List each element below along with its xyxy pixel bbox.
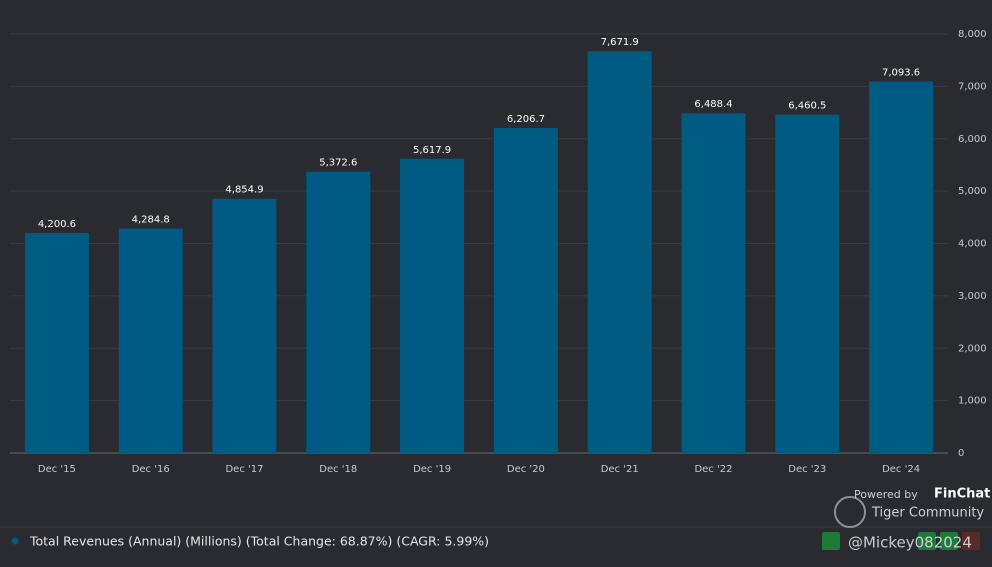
value-label: 4,854.9 (225, 185, 263, 196)
x-tick-label: Dec '15 (38, 464, 76, 475)
bar (775, 114, 840, 453)
value-label: 6,460.5 (788, 101, 826, 112)
y-tick-label: 5,000 (958, 186, 987, 197)
x-tick-label: Dec '23 (788, 464, 826, 475)
y-tick-label: 3,000 (958, 291, 987, 302)
bar (869, 81, 934, 453)
y-tick-label: 2,000 (958, 343, 987, 354)
x-tick-label: Dec '17 (225, 464, 263, 475)
value-label: 7,093.6 (882, 67, 920, 78)
y-tick-label: 7,000 (958, 81, 987, 92)
value-label: 4,284.8 (132, 215, 170, 226)
value-label: 6,488.4 (694, 99, 732, 110)
x-tick-label: Dec '21 (601, 464, 639, 475)
bar (118, 228, 183, 453)
bar (587, 51, 652, 454)
bar (212, 198, 277, 453)
y-tick-label: 0 (958, 448, 964, 459)
x-tick-label: Dec '20 (507, 464, 545, 475)
x-tick-label: Dec '16 (132, 464, 170, 475)
x-tick-label: Dec '18 (319, 464, 357, 475)
legend-swatch (11, 537, 19, 545)
bar (306, 171, 371, 453)
toolbar (822, 532, 980, 550)
watermark-logo (834, 496, 866, 528)
watermark-handle: @Mickey082024 (848, 534, 972, 552)
toolbar-button[interactable] (918, 532, 936, 550)
value-label: 4,200.6 (38, 219, 76, 230)
value-label: 6,206.7 (507, 114, 545, 125)
value-label: 5,617.9 (413, 145, 451, 156)
bar (24, 232, 89, 453)
credit-text: Powered by (854, 488, 918, 501)
bar (400, 158, 465, 453)
toolbar-button[interactable] (822, 532, 840, 550)
legend-label: Total Revenues (Annual) (Millions) (Tota… (29, 534, 489, 549)
toolbar-button[interactable] (962, 532, 980, 550)
y-tick-label: 8,000 (958, 29, 987, 40)
x-tick-label: Dec '22 (694, 464, 732, 475)
y-tick-label: 4,000 (958, 239, 987, 250)
credit-brand: FinChat (934, 487, 990, 502)
x-tick-label: Dec '19 (413, 464, 451, 475)
x-tick-label: Dec '24 (882, 464, 920, 475)
watermark-text: Tiger Community (871, 506, 984, 521)
value-label: 5,372.6 (319, 158, 357, 169)
value-label: 7,671.9 (601, 37, 639, 48)
bar (493, 127, 558, 454)
y-tick-label: 1,000 (958, 396, 987, 407)
toolbar-button[interactable] (940, 532, 958, 550)
y-tick-label: 6,000 (958, 134, 987, 145)
bar (681, 113, 746, 454)
